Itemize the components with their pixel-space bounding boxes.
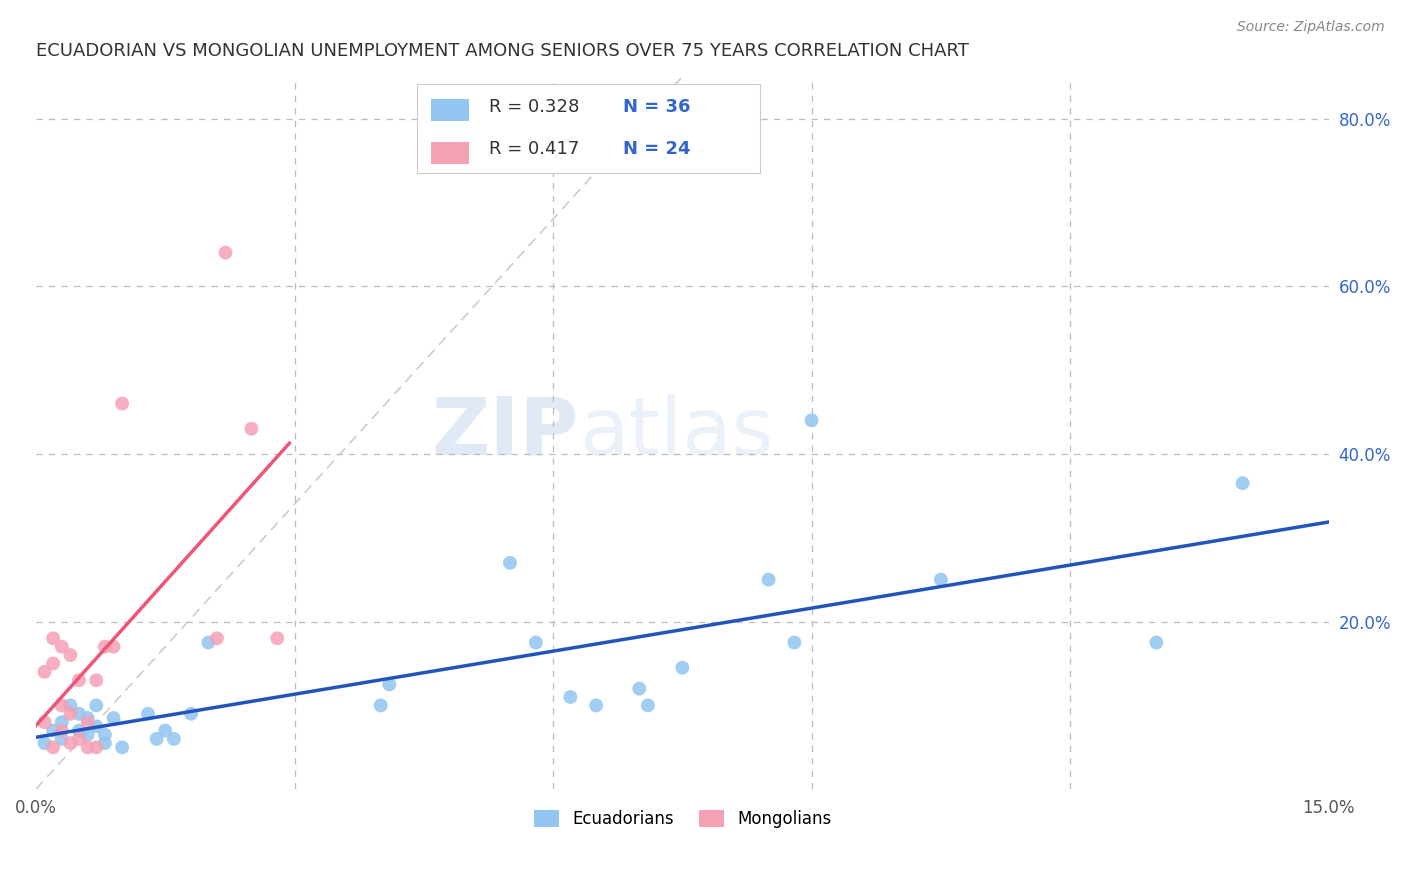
Point bbox=[205, 632, 228, 646]
Point bbox=[180, 706, 202, 721]
Point bbox=[103, 640, 125, 654]
Point bbox=[1144, 635, 1167, 649]
Point bbox=[758, 573, 780, 587]
Point bbox=[800, 413, 823, 427]
Point bbox=[67, 706, 90, 721]
Point bbox=[155, 723, 177, 738]
Point bbox=[499, 556, 522, 570]
Point bbox=[76, 711, 98, 725]
Point bbox=[51, 698, 73, 713]
Point bbox=[524, 635, 547, 649]
Point bbox=[42, 632, 65, 646]
Point bbox=[671, 660, 693, 674]
Point bbox=[51, 715, 73, 730]
Point bbox=[585, 698, 607, 713]
Point bbox=[94, 640, 117, 654]
Point bbox=[266, 632, 288, 646]
Point bbox=[42, 657, 65, 671]
Point bbox=[42, 740, 65, 755]
Point bbox=[637, 698, 659, 713]
Point bbox=[163, 731, 186, 746]
Point bbox=[560, 690, 582, 704]
Point bbox=[59, 736, 82, 750]
Point bbox=[145, 731, 167, 746]
Point bbox=[84, 673, 107, 688]
Point bbox=[929, 573, 952, 587]
Point bbox=[76, 728, 98, 742]
Point bbox=[1232, 476, 1254, 491]
Point bbox=[136, 706, 159, 721]
Point bbox=[67, 723, 90, 738]
Point bbox=[76, 715, 98, 730]
Text: ZIP: ZIP bbox=[432, 394, 579, 472]
Point bbox=[84, 719, 107, 733]
Point bbox=[111, 740, 134, 755]
Point bbox=[197, 635, 219, 649]
Point bbox=[94, 736, 117, 750]
Point bbox=[34, 665, 56, 679]
Point bbox=[51, 731, 73, 746]
Text: atlas: atlas bbox=[579, 394, 773, 472]
Point bbox=[84, 698, 107, 713]
Point bbox=[84, 740, 107, 755]
Point bbox=[51, 640, 73, 654]
Point bbox=[214, 245, 236, 260]
Point bbox=[94, 728, 117, 742]
Text: Source: ZipAtlas.com: Source: ZipAtlas.com bbox=[1237, 20, 1385, 34]
Point bbox=[42, 723, 65, 738]
Point bbox=[67, 731, 90, 746]
Point bbox=[34, 715, 56, 730]
Point bbox=[67, 673, 90, 688]
Legend: Ecuadorians, Mongolians: Ecuadorians, Mongolians bbox=[527, 803, 838, 834]
Point bbox=[103, 711, 125, 725]
Point bbox=[34, 736, 56, 750]
Point bbox=[111, 396, 134, 410]
Point bbox=[370, 698, 392, 713]
Point bbox=[628, 681, 651, 696]
Point bbox=[378, 677, 401, 691]
Point bbox=[783, 635, 806, 649]
Point bbox=[59, 706, 82, 721]
Point bbox=[76, 740, 98, 755]
Point bbox=[59, 648, 82, 662]
Text: ECUADORIAN VS MONGOLIAN UNEMPLOYMENT AMONG SENIORS OVER 75 YEARS CORRELATION CHA: ECUADORIAN VS MONGOLIAN UNEMPLOYMENT AMO… bbox=[37, 42, 969, 60]
Point bbox=[51, 723, 73, 738]
Point bbox=[59, 698, 82, 713]
Point bbox=[240, 422, 263, 436]
